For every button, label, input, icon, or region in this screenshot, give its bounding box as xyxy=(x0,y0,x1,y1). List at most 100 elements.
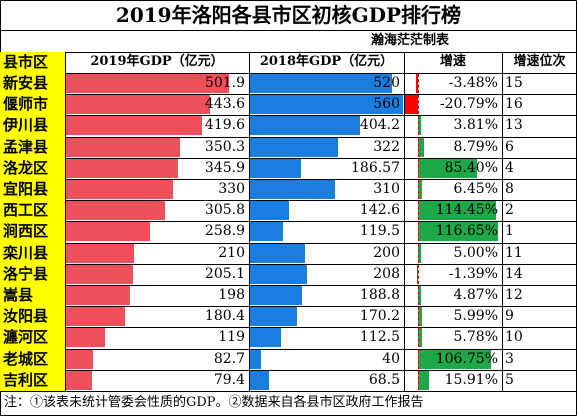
gdp-2018-value: 112.5 xyxy=(359,329,400,346)
gdp-2018-bar xyxy=(250,116,361,136)
growth-zero-axis xyxy=(418,328,420,348)
growth-rank: 1 xyxy=(505,223,514,240)
gdp-2018-value: 208 xyxy=(373,265,400,282)
growth-zero-axis xyxy=(418,370,420,390)
growth-value: 5.00% xyxy=(453,244,498,261)
gdp-2018-value: 404.2 xyxy=(359,117,400,134)
growth-cell: -20.79% xyxy=(404,94,502,115)
growth-bar xyxy=(418,370,429,390)
growth-zero-axis xyxy=(418,243,420,263)
growth-cell: 85.40% xyxy=(404,158,502,179)
gdp-2019-value: 258.9 xyxy=(204,223,245,240)
growth-cell: -3.48% xyxy=(404,73,502,94)
growth-zero-axis xyxy=(418,116,420,136)
growth-bar xyxy=(417,264,418,284)
gdp-2019-value: 350.3 xyxy=(204,138,245,155)
growth-cell: 3.81% xyxy=(404,115,502,136)
growth-bar xyxy=(405,95,418,115)
growth-zero-axis xyxy=(418,201,420,221)
gdp-2018-cell: 186.57 xyxy=(249,158,404,179)
header-gdp-2019: 2019年GDP（亿元） xyxy=(90,54,224,69)
growth-rank: 8 xyxy=(505,181,514,197)
gdp-2018-bar xyxy=(250,74,393,93)
growth-bar xyxy=(418,243,422,263)
gdp-2018-bar xyxy=(250,243,305,263)
gdp-2019-cell: 419.6 xyxy=(65,115,249,136)
gdp-2019-cell: 305.8 xyxy=(65,200,249,221)
growth-rank: 2 xyxy=(505,202,514,219)
gdp-2019-cell: 79.4 xyxy=(65,370,249,391)
gdp-2019-value: 210 xyxy=(218,244,245,261)
gdp-2018-value: 119.5 xyxy=(359,223,400,240)
growth-zero-axis xyxy=(418,180,420,199)
growth-cell: 5.99% xyxy=(404,306,502,327)
growth-value: -1.39% xyxy=(448,265,498,282)
growth-zero-axis xyxy=(418,95,420,115)
growth-value: 116.65% xyxy=(435,223,498,240)
gdp-2018-bar xyxy=(250,286,302,305)
growth-cell: 106.75% xyxy=(404,349,502,370)
growth-zero-axis xyxy=(418,307,420,327)
gdp-2018-cell: 170.2 xyxy=(249,306,404,327)
gdp-2018-cell: 200 xyxy=(249,243,404,264)
gdp-2019-value: 119 xyxy=(218,329,245,346)
header-growth: 增速 xyxy=(439,54,466,69)
growth-bar xyxy=(418,349,492,369)
gdp-2019-bar xyxy=(66,137,180,157)
district-name: 涧西区 xyxy=(0,221,65,243)
district-name: 新安县 xyxy=(0,73,65,95)
gdp-2019-bar xyxy=(66,74,230,93)
gdp-2019-value: 330 xyxy=(218,181,245,197)
growth-bar xyxy=(418,158,477,178)
gdp-2018-bar xyxy=(250,95,403,115)
growth-rank: 16 xyxy=(505,96,523,113)
growth-bar xyxy=(418,222,498,242)
gdp-2019-bar xyxy=(66,328,105,348)
growth-rank: 10 xyxy=(505,329,523,346)
gdp-2018-value: 310 xyxy=(373,181,400,197)
gdp-2018-value: 322 xyxy=(373,138,400,155)
growth-value: 6.45% xyxy=(453,181,498,197)
gdp-2018-value: 142.6 xyxy=(359,202,400,219)
district-name: 瀍河区 xyxy=(0,327,65,349)
gdp-2018-cell: 322 xyxy=(249,137,404,158)
gdp-2018-value: 188.8 xyxy=(359,287,400,303)
gdp-2019-cell: 82.7 xyxy=(65,349,249,370)
gdp-2019-cell: 350.3 xyxy=(65,137,249,158)
gdp-2019-bar xyxy=(66,349,93,369)
gdp-2018-bar xyxy=(250,137,338,157)
growth-rank: 4 xyxy=(505,159,514,176)
growth-rank: 15 xyxy=(505,75,523,91)
growth-cell: 8.79% xyxy=(404,137,502,158)
gdp-2018-value: 520 xyxy=(373,75,400,91)
header-district: 县市区 xyxy=(0,52,65,73)
growth-bar xyxy=(418,328,422,348)
gdp-2018-bar xyxy=(250,264,307,284)
growth-value: -3.48% xyxy=(448,75,498,91)
gdp-2018-value: 40 xyxy=(382,350,400,367)
gdp-2019-bar xyxy=(66,222,151,242)
gdp-2019-cell: 180.4 xyxy=(65,306,249,327)
gdp-2019-bar xyxy=(66,243,135,263)
gdp-2018-bar xyxy=(250,201,289,221)
gdp-2018-bar xyxy=(250,158,301,178)
gdp-2018-value: 200 xyxy=(373,244,400,261)
district-name: 洛龙区 xyxy=(0,157,65,179)
header-gdp-2018: 2018年GDP（亿元） xyxy=(259,54,394,69)
growth-value: 5.99% xyxy=(453,308,498,325)
growth-cell: 5.78% xyxy=(404,327,502,348)
gdp-2019-cell: 258.9 xyxy=(65,221,249,242)
gdp-2018-cell: 208 xyxy=(249,264,404,285)
growth-zero-axis xyxy=(418,264,420,284)
gdp-2018-cell: 188.8 xyxy=(249,285,404,306)
gdp-2018-value: 560 xyxy=(373,96,400,113)
growth-bar xyxy=(418,286,422,305)
growth-zero-axis xyxy=(418,349,420,369)
gdp-2019-value: 305.8 xyxy=(204,202,245,219)
gdp-2019-bar xyxy=(66,180,174,199)
gdp-2019-bar xyxy=(66,158,179,178)
gdp-2018-cell: 119.5 xyxy=(249,221,404,242)
growth-bar xyxy=(418,180,423,199)
